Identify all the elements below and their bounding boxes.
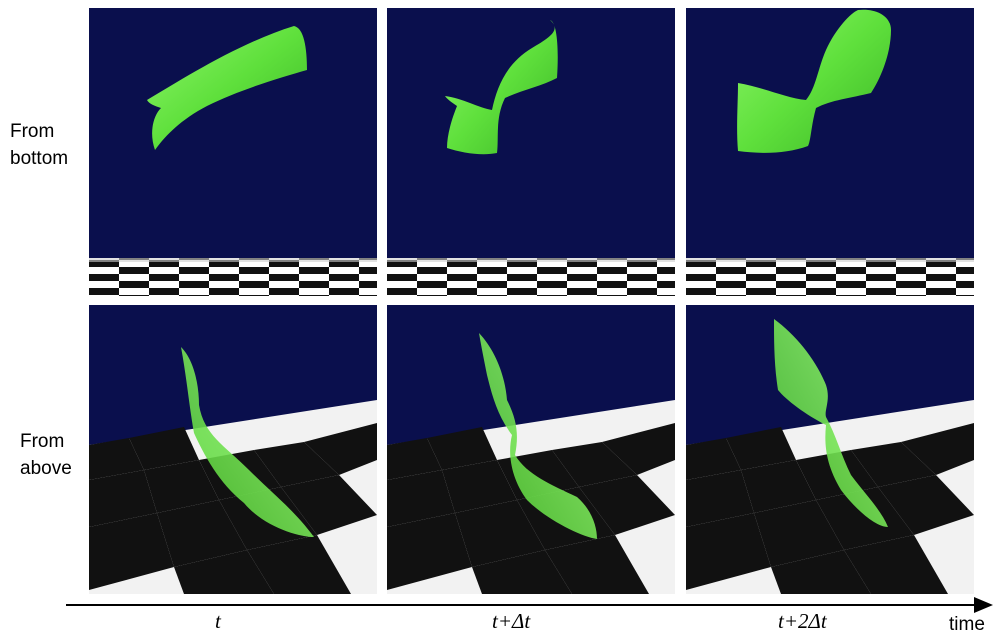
ribbon-shape	[774, 319, 888, 527]
panel-bottom-t	[89, 8, 377, 296]
checkerboard-floor	[89, 258, 377, 296]
ribbon-view-above-t-dt	[387, 333, 675, 594]
ribbon-view-bottom-t-dt	[387, 20, 675, 296]
panel-above-t-2dt	[686, 305, 974, 594]
row-label-above-line1: From	[20, 431, 65, 452]
row-label-above: From above	[20, 428, 72, 482]
row-label-bottom: From bottom	[10, 118, 68, 172]
ribbon-shape	[737, 9, 891, 153]
column-label-t-dt: t+Δt	[492, 609, 531, 633]
panel-above-t	[89, 305, 377, 594]
column-label-t-2dt: t+2Δt	[778, 609, 827, 633]
row-label-above-line2: above	[20, 458, 72, 479]
ribbon-shape	[445, 20, 558, 155]
column-label-t: t	[215, 609, 221, 633]
panel-above-t-dt	[387, 305, 675, 594]
checkerboard-floor	[686, 258, 974, 296]
ribbon-view-above-t	[89, 347, 377, 594]
row-label-bottom-line1: From	[10, 121, 55, 142]
checkerboard-floor	[89, 400, 377, 594]
row-label-bottom-line2: bottom	[10, 148, 69, 169]
ribbon-shape	[479, 333, 597, 539]
checkerboard-floor	[387, 400, 675, 594]
time-axis-label: time	[949, 614, 985, 635]
ribbon-shape	[181, 347, 314, 537]
checkerboard-floor	[686, 400, 974, 594]
time-axis-arrow	[66, 597, 993, 613]
checkerboard-floor	[387, 258, 675, 296]
ribbon-view-above-t-2dt	[686, 319, 974, 594]
ribbon-view-bottom-t-2dt	[686, 9, 974, 296]
panel-bottom-t-dt	[387, 8, 675, 296]
ribbon-shape	[147, 26, 307, 150]
panel-bottom-t-2dt	[686, 8, 974, 296]
ribbon-view-bottom-t	[89, 26, 377, 296]
